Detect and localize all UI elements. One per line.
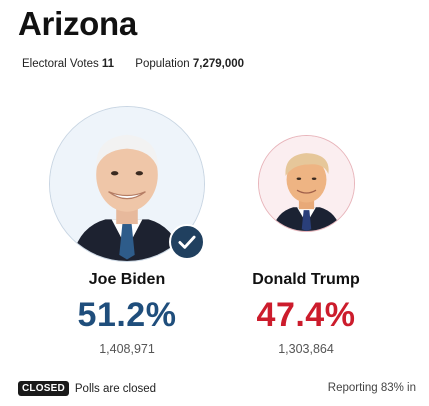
- poll-status: CLOSED Polls are closed: [18, 381, 156, 396]
- status-badge: CLOSED: [18, 381, 69, 396]
- candidate-name-biden: Joe Biden: [88, 271, 166, 288]
- trump-portrait-icon: [259, 136, 354, 231]
- trump-avatar: [258, 135, 355, 232]
- biden-portrait-icon: [50, 107, 204, 261]
- biden-avatar: [49, 106, 205, 262]
- winner-checkmark-icon: [169, 224, 205, 260]
- candidate-name-trump: Donald Trump: [252, 271, 360, 288]
- population-label: Population: [135, 58, 190, 70]
- candidate-votes-biden: 1,408,971: [99, 342, 155, 356]
- state-title: Arizona: [18, 5, 137, 42]
- electoral-votes: Electoral Votes 11: [22, 58, 117, 70]
- status-text: Polls are closed: [74, 382, 157, 395]
- electoral-votes-label: Electoral Votes: [22, 58, 99, 70]
- reporting-status: Reporting 83% in: [327, 382, 416, 394]
- population: Population 7,279,000: [135, 58, 244, 70]
- candidate-votes-trump: 1,303,864: [278, 342, 334, 356]
- candidate-percent-trump: 47.4%: [256, 296, 356, 334]
- candidate-percent-biden: 51.2%: [77, 296, 177, 334]
- state-meta: Electoral Votes 11 Population 7,279,000: [22, 58, 262, 70]
- population-value: 7,279,000: [192, 58, 245, 70]
- electoral-votes-value: 11: [101, 58, 115, 70]
